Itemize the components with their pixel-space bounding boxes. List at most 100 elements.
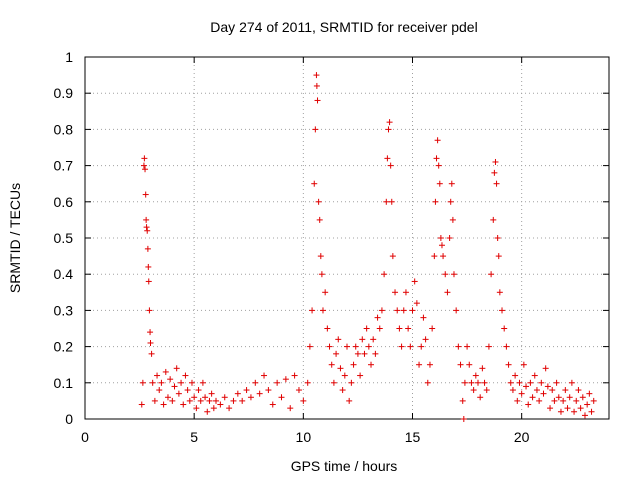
data-point bbox=[420, 314, 427, 321]
data-point bbox=[317, 253, 324, 260]
data-point bbox=[311, 180, 318, 187]
y-tick-labels: 0 0.1 0.2 0.3 0.4 0.5 0.6 0.7 0.8 0.9 1 bbox=[54, 49, 74, 427]
data-point bbox=[557, 408, 564, 415]
data-point bbox=[413, 300, 420, 307]
data-point bbox=[365, 343, 372, 350]
data-point bbox=[252, 379, 259, 386]
data-point bbox=[529, 394, 536, 401]
data-point bbox=[376, 325, 383, 332]
data-point bbox=[542, 365, 549, 372]
data-point bbox=[555, 394, 562, 401]
data-point bbox=[422, 336, 429, 343]
data-point bbox=[141, 155, 148, 162]
data-point bbox=[586, 390, 593, 397]
data-point bbox=[138, 401, 145, 408]
data-point bbox=[330, 379, 337, 386]
data-point bbox=[442, 271, 449, 278]
data-point bbox=[453, 307, 460, 314]
data-point bbox=[226, 405, 233, 412]
data-point bbox=[457, 361, 464, 368]
x-tick-labels: 0 5 10 15 20 bbox=[81, 429, 530, 445]
data-point bbox=[230, 397, 237, 404]
data-point bbox=[435, 162, 442, 169]
data-point bbox=[221, 394, 228, 401]
data-point bbox=[575, 387, 582, 394]
data-point bbox=[540, 390, 547, 397]
data-point bbox=[146, 307, 153, 314]
data-point bbox=[278, 394, 285, 401]
data-point bbox=[449, 216, 456, 223]
data-point bbox=[483, 387, 490, 394]
y-tick-label: 0.3 bbox=[54, 302, 74, 318]
data-point bbox=[512, 372, 519, 379]
y-tick-label: 1 bbox=[65, 49, 73, 65]
data-point bbox=[466, 361, 473, 368]
data-point bbox=[560, 397, 567, 404]
data-point bbox=[180, 401, 187, 408]
x-tick-label: 0 bbox=[81, 429, 89, 445]
data-point bbox=[518, 390, 525, 397]
data-point bbox=[148, 350, 155, 357]
data-point bbox=[256, 390, 263, 397]
data-point bbox=[409, 307, 416, 314]
data-point bbox=[394, 307, 401, 314]
data-point bbox=[306, 343, 313, 350]
data-point bbox=[191, 394, 198, 401]
data-point bbox=[536, 397, 543, 404]
data-point bbox=[429, 325, 436, 332]
data-point bbox=[341, 372, 348, 379]
data-point bbox=[547, 405, 554, 412]
data-point bbox=[381, 271, 388, 278]
data-point bbox=[495, 253, 502, 260]
data-point bbox=[434, 137, 441, 144]
data-point bbox=[416, 361, 423, 368]
data-point bbox=[378, 307, 385, 314]
data-point bbox=[243, 387, 250, 394]
plot-frame bbox=[84, 56, 610, 420]
data-point bbox=[154, 372, 161, 379]
data-point bbox=[579, 394, 586, 401]
data-point bbox=[333, 350, 340, 357]
data-point bbox=[564, 405, 571, 412]
data-point bbox=[315, 198, 322, 205]
data-point bbox=[472, 372, 479, 379]
y-tick-label: 0.7 bbox=[54, 158, 74, 174]
data-point bbox=[217, 401, 224, 408]
data-point bbox=[193, 405, 200, 412]
data-point bbox=[143, 224, 150, 231]
data-point bbox=[143, 216, 150, 223]
data-point bbox=[239, 397, 246, 404]
data-point bbox=[562, 387, 569, 394]
data-point bbox=[440, 253, 447, 260]
x-axis-label: GPS time / hours bbox=[291, 458, 398, 474]
data-point bbox=[158, 379, 165, 386]
data-point bbox=[424, 379, 431, 386]
data-point bbox=[481, 379, 488, 386]
data-point bbox=[450, 271, 457, 278]
data-point bbox=[144, 227, 151, 234]
data-point bbox=[204, 408, 211, 415]
data-point bbox=[145, 263, 152, 270]
data-point bbox=[140, 162, 147, 169]
data-point bbox=[167, 376, 174, 383]
data-point bbox=[551, 397, 558, 404]
data-point bbox=[186, 397, 193, 404]
data-point bbox=[208, 390, 215, 397]
data-point bbox=[485, 343, 492, 350]
data-point bbox=[496, 289, 503, 296]
data-point bbox=[544, 383, 551, 390]
data-point bbox=[328, 361, 335, 368]
data-point bbox=[581, 412, 588, 419]
data-point bbox=[175, 390, 182, 397]
data-point bbox=[590, 397, 597, 404]
data-point bbox=[573, 397, 580, 404]
data-point bbox=[398, 343, 405, 350]
data-point bbox=[195, 387, 202, 394]
data-point bbox=[411, 278, 418, 285]
data-point bbox=[387, 162, 394, 169]
data-point bbox=[234, 390, 241, 397]
x-tick-label: 15 bbox=[405, 429, 421, 445]
data-point bbox=[171, 383, 178, 390]
y-tick-label: 0 bbox=[65, 411, 73, 427]
